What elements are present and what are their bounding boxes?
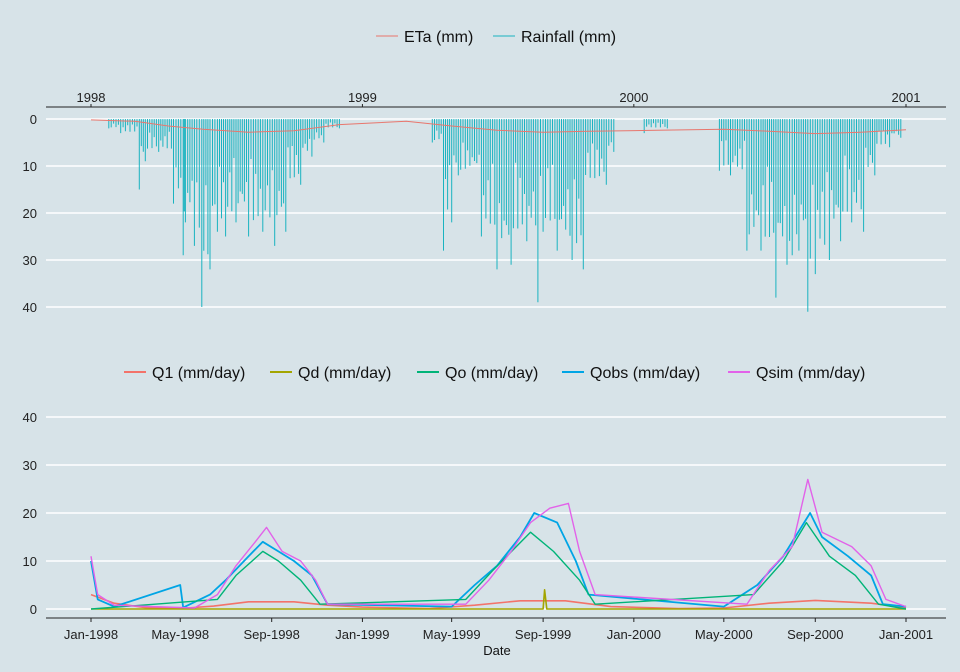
- qo-series-line: [90, 521, 907, 610]
- bottom-x-tick-label: Jan-2001: [879, 627, 933, 642]
- legend-label-qobs: Qobs (mm/day): [590, 365, 700, 382]
- legend-label-eta: ETa (mm): [404, 29, 473, 46]
- legend-label-qsim: Qsim (mm/day): [756, 365, 865, 382]
- bottom-x-tick-label: Jan-1999: [335, 627, 389, 642]
- bottom-series-lines: [90, 478, 907, 610]
- top-y-tick-labels: 0 10 20 30 40: [23, 112, 37, 315]
- bottom-y-tick-labels: 0 10 20 30 40: [23, 410, 37, 617]
- qd-series-line: [91, 589, 906, 610]
- bottom-x-tick-label: May-2000: [695, 627, 753, 642]
- legend-label-q1: Q1 (mm/day): [152, 365, 245, 382]
- top-x-tick-label: 1998: [77, 90, 106, 105]
- bottom-x-tick-label: Jan-2000: [607, 627, 661, 642]
- bottom-x-tick-label: Sep-2000: [787, 627, 843, 642]
- top-x-tick-label: 2001: [892, 90, 921, 105]
- x-axis-title: Date: [483, 643, 510, 658]
- bottom-x-tick-label: May-1999: [423, 627, 481, 642]
- top-series-lines: [90, 119, 907, 312]
- bottom-x-tick-label: Jan-1998: [64, 627, 118, 642]
- bottom-x-tick-label: Sep-1999: [515, 627, 571, 642]
- top-legend: ETa (mm) Rainfall (mm): [376, 29, 616, 46]
- bottom-y-tick-label: 10: [23, 554, 37, 569]
- top-y-tick-label: 0: [30, 112, 37, 127]
- bottom-x-tick-label: May-1998: [151, 627, 209, 642]
- legend-label-qd: Qd (mm/day): [298, 365, 391, 382]
- qobs-series-line: [90, 512, 907, 609]
- top-x-tick-labels: 1998 1999 2000 2001: [77, 90, 921, 107]
- bottom-y-tick-label: 0: [30, 602, 37, 617]
- qsim-series-line: [90, 478, 907, 609]
- top-y-tick-label: 20: [23, 206, 37, 221]
- bottom-y-tick-label: 40: [23, 410, 37, 425]
- rainfall-eta-panel: 0 10 20 30 40 1998 1999 2000 2001: [23, 90, 946, 315]
- top-x-tick-label: 1999: [348, 90, 377, 105]
- legend-label-rainfall: Rainfall (mm): [521, 29, 616, 46]
- eta-series-line: [90, 119, 907, 135]
- legend-label-qo: Qo (mm/day): [445, 365, 538, 382]
- bottom-y-tick-label: 30: [23, 458, 37, 473]
- top-y-tick-label: 10: [23, 159, 37, 174]
- top-gridlines: [46, 118, 946, 308]
- top-x-tick-label: 2000: [619, 90, 648, 105]
- bottom-y-tick-label: 20: [23, 506, 37, 521]
- top-y-tick-label: 30: [23, 253, 37, 268]
- bottom-legend: Q1 (mm/day) Qd (mm/day) Qo (mm/day) Qobs…: [124, 365, 865, 382]
- bottom-x-tick-labels: Jan-1998 May-1998 Sep-1998 Jan-1999 May-1999…: [64, 618, 933, 642]
- top-y-tick-label: 40: [23, 300, 37, 315]
- bottom-x-tick-label: Sep-1998: [244, 627, 300, 642]
